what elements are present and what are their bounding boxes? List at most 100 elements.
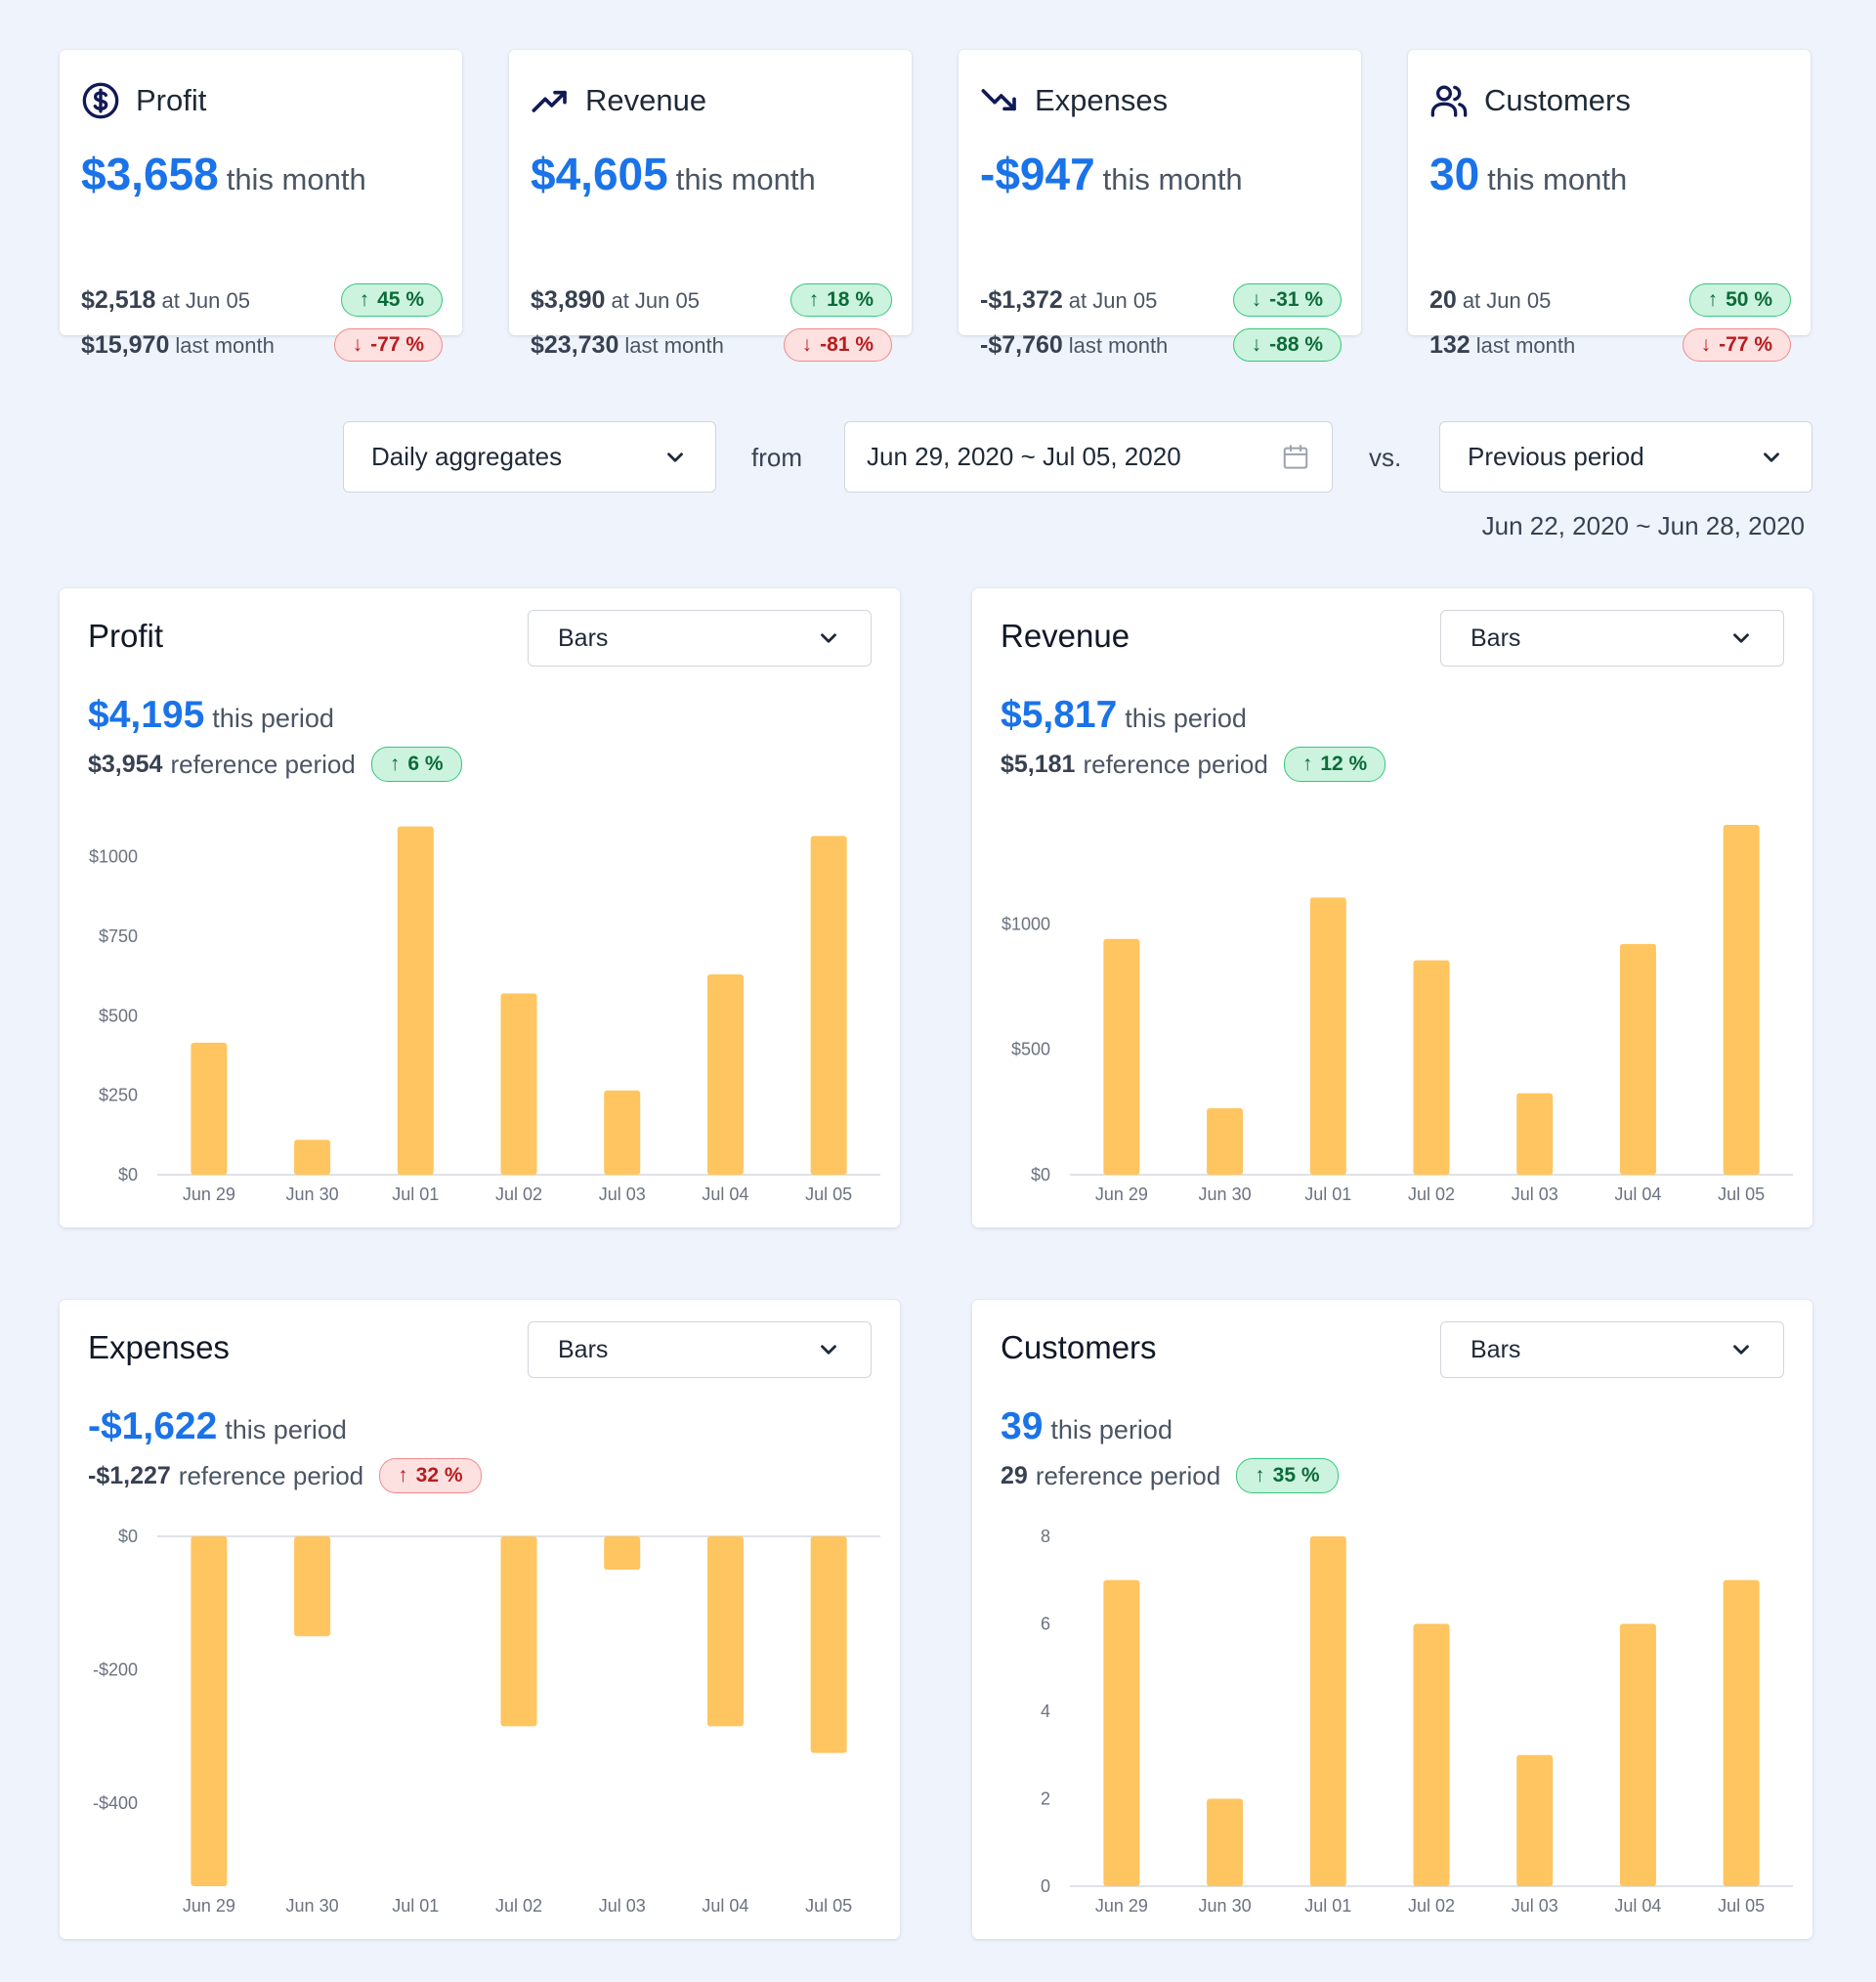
compare-select[interactable]: Previous period	[1439, 421, 1812, 493]
kpi-row-label: last month	[1068, 332, 1169, 358]
chart-bar[interactable]	[706, 1536, 744, 1727]
chart-bar[interactable]	[1619, 943, 1656, 1175]
chart-bar[interactable]	[1516, 1093, 1554, 1175]
kpi-row-value: -$7,760	[980, 330, 1063, 359]
chart-bar[interactable]	[1309, 1536, 1346, 1886]
chevron-down-icon	[1733, 633, 1749, 643]
chart-type-select[interactable]: Bars	[528, 610, 872, 667]
chart-bar[interactable]	[397, 826, 434, 1175]
y-tick-label: -$400	[93, 1793, 138, 1813]
chart-panel-expenses: $0 -$200 -$400 Jun 29 Jun 30 Jul 01 Jul 02 Jul …	[60, 1300, 900, 1939]
arrow-up-icon: ↑	[808, 288, 820, 311]
chart-bar[interactable]	[500, 1536, 537, 1727]
kpi-card-expenses: Expenses -$947 this month -$1,372 at Jun 0…	[959, 50, 1361, 362]
compare-range: Jun 22, 2020 ~ Jun 28, 2020	[1481, 511, 1805, 540]
reference-value: $5,181	[1001, 750, 1076, 778]
y-tick-label: 0	[1041, 1876, 1050, 1896]
kpi-card-profit: Profit $3,658 this month $2,518 at Jun 05 ↑…	[60, 50, 462, 362]
y-tick-label: 6	[1041, 1615, 1050, 1634]
chart-bar[interactable]	[294, 1140, 331, 1175]
reference-value: -$1,227	[88, 1461, 171, 1489]
chart-bar[interactable]	[1516, 1754, 1554, 1886]
change-badge: ↑ 18 %	[789, 283, 892, 317]
revenue-chart: $0 $500 $1000 Jun 29 Jun 30 Jul 01 Jul 02 Jul 0…	[1002, 825, 1793, 1204]
chart-panel-revenue: $0 $500 $1000 Jun 29 Jun 30 Jul 01 Jul 02 Jul 0…	[972, 588, 1812, 1228]
chevron-down-icon	[1764, 452, 1779, 462]
date-range-value: Jun 29, 2020 ~ Jul 05, 2020	[867, 442, 1181, 471]
x-tick-label: Jul 04	[702, 1896, 748, 1916]
badge-value: 45 %	[377, 288, 424, 311]
period-suffix: this period	[212, 704, 334, 733]
x-tick-label: Jul 03	[1512, 1896, 1558, 1916]
arrow-up-icon: ↑	[1707, 288, 1719, 311]
chart-bar[interactable]	[500, 993, 537, 1175]
x-tick-label: Jul 01	[392, 1185, 439, 1204]
customers-chart: 0 2 4 6 8 Jun 29 Jun 30 Jul 01 Jul 02 Jul 03 Jul 0…	[1041, 1527, 1793, 1916]
badge-value: 35 %	[1272, 1464, 1320, 1486]
aggregation-value: Daily aggregates	[371, 442, 563, 471]
badge-value: -77 %	[370, 333, 424, 356]
panel-title: Profit	[88, 618, 164, 654]
badge-value: -81 %	[820, 333, 874, 356]
chart-bar[interactable]	[810, 1536, 847, 1753]
chart-bar[interactable]	[294, 1536, 331, 1637]
badge-value: -77 %	[1719, 333, 1772, 356]
x-tick-label: Jun 29	[183, 1896, 235, 1916]
reference-label: reference period	[1035, 1460, 1221, 1490]
chart-bar[interactable]	[1103, 938, 1140, 1175]
chevron-down-icon	[667, 452, 683, 462]
chart-type-value: Bars	[558, 1335, 609, 1363]
x-tick-label: Jul 05	[1718, 1185, 1765, 1204]
chart-type-select[interactable]: Bars	[528, 1321, 872, 1378]
chart-bar[interactable]	[1309, 897, 1346, 1175]
y-tick-label: $0	[118, 1527, 138, 1546]
badge-value: -88 %	[1269, 333, 1323, 356]
kpi-row-value: 132	[1429, 330, 1471, 359]
chart-bar[interactable]	[810, 836, 847, 1175]
arrow-up-icon: ↑	[1301, 753, 1313, 775]
y-tick-label: $500	[1011, 1040, 1050, 1059]
arrow-up-icon: ↑	[359, 288, 370, 311]
chart-bar[interactable]	[1619, 1623, 1656, 1887]
kpi-row-label: last month	[1475, 332, 1576, 358]
chart-bar[interactable]	[1207, 1107, 1244, 1175]
chart-bar[interactable]	[191, 1536, 228, 1886]
y-tick-label: 8	[1041, 1527, 1050, 1546]
arrow-up-icon: ↑	[1255, 1464, 1265, 1486]
aggregation-select[interactable]: Daily aggregates	[343, 421, 716, 493]
change-badge: ↓ -31 %	[1232, 283, 1342, 317]
x-tick-label: Jul 03	[599, 1185, 646, 1204]
chart-type-select[interactable]: Bars	[1440, 610, 1784, 667]
kpi-suffix: this month	[1487, 162, 1628, 196]
y-tick-label: $250	[99, 1086, 138, 1105]
x-tick-label: Jul 02	[495, 1896, 542, 1916]
chart-bar[interactable]	[1413, 1623, 1450, 1887]
x-tick-label: Jul 04	[1614, 1185, 1661, 1204]
kpi-row-label: at Jun 05	[1068, 287, 1158, 313]
chart-bar[interactable]	[1723, 825, 1760, 1175]
chart-bar[interactable]	[604, 1090, 641, 1175]
kpi-row-label: at Jun 05	[161, 287, 250, 313]
arrow-up-icon: ↑	[398, 1464, 408, 1486]
chart-bar[interactable]	[1207, 1798, 1244, 1887]
compare-value: Previous period	[1468, 442, 1644, 471]
change-badge: ↓ -77 %	[333, 328, 443, 362]
calendar-icon[interactable]	[1281, 443, 1310, 472]
dollar-circle-icon	[82, 82, 119, 119]
chart-bar[interactable]	[1413, 960, 1450, 1175]
chart-bar[interactable]	[1103, 1579, 1140, 1886]
date-range-picker[interactable]: Jun 29, 2020 ~ Jul 05, 2020	[844, 421, 1333, 493]
x-tick-label: Jul 02	[1408, 1185, 1455, 1204]
x-tick-label: Jun 29	[183, 1185, 235, 1204]
panel-title: Customers	[1001, 1329, 1157, 1365]
change-badge: ↓ -77 %	[1682, 328, 1791, 362]
kpi-card-customers: Customers 30 this month 20 at Jun 05 ↑ 50 % …	[1408, 50, 1811, 362]
chart-bar[interactable]	[706, 973, 744, 1175]
chart-bar[interactable]	[191, 1042, 228, 1175]
kpi-row-label: last month	[175, 332, 275, 358]
x-tick-label: Jul 04	[702, 1185, 748, 1204]
kpi-row-label: last month	[624, 332, 724, 358]
chart-bar[interactable]	[604, 1536, 641, 1571]
chart-bar[interactable]	[1723, 1579, 1760, 1886]
chart-type-select[interactable]: Bars	[1440, 1321, 1784, 1378]
